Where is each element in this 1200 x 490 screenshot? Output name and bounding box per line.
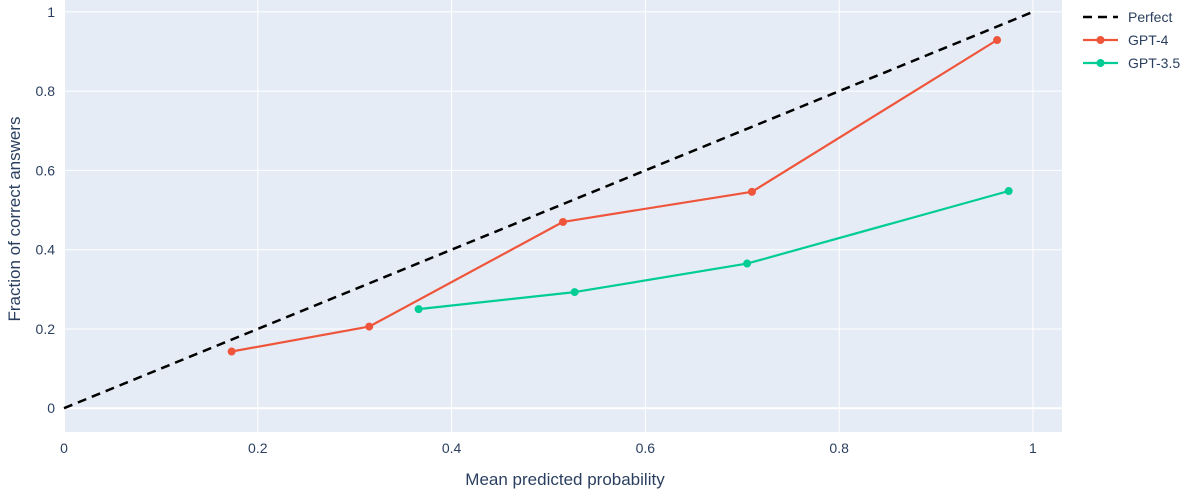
data-point-gpt-3-5 (743, 259, 752, 268)
y-tick-label: 0.6 (36, 162, 56, 178)
series-layer (63, 10, 1034, 410)
data-point-gpt-4 (559, 217, 567, 226)
y-axis-ticks: 0 0.2 0.4 0.6 0.8 1 (36, 4, 56, 416)
data-point-gpt-4 (227, 347, 236, 356)
x-tick-label: 0.4 (442, 440, 462, 456)
x-axis-ticks: 0 0.2 0.4 0.6 0.8 1 (60, 440, 1037, 456)
series-line-gpt-3-5 (418, 189, 1009, 311)
y-tick-label: 0.2 (36, 321, 56, 337)
y-tick-label: 0.4 (36, 242, 56, 258)
data-point-gpt-4 (993, 36, 1002, 45)
y-tick-label: 1 (47, 4, 55, 20)
series-line-perfect (63, 10, 1034, 410)
legend-label: GPT-3.5 (1128, 55, 1180, 71)
x-tick-label: 1 (1029, 440, 1037, 456)
data-point-gpt-3-5 (1004, 187, 1013, 196)
data-point-gpt-3-5 (414, 305, 423, 314)
series-perfect (63, 10, 1034, 410)
x-tick-label: 0.6 (636, 440, 656, 456)
legend-marker (1096, 59, 1105, 67)
y-tick-label: 0 (47, 400, 55, 416)
x-axis-title: Mean predicted probability (465, 470, 665, 489)
plot-background (64, 0, 1062, 432)
legend: Perfect GPT-4 GPT-3.5 (1083, 9, 1180, 71)
data-point-gpt-3-5 (570, 288, 579, 297)
y-axis-title: Fraction of correct answers (5, 116, 24, 321)
data-point-gpt-4 (365, 322, 374, 331)
series-gpt-3-5 (414, 187, 1013, 314)
series-gpt-4 (227, 36, 1002, 356)
legend-label: GPT-4 (1128, 32, 1169, 48)
data-point-gpt-4 (747, 187, 756, 196)
gridlines (63, 0, 1062, 432)
x-tick-label: 0 (60, 440, 68, 456)
legend-item-perfect[interactable]: Perfect (1083, 9, 1172, 25)
legend-item-gpt-3-5[interactable]: GPT-3.5 (1083, 55, 1180, 71)
legend-marker (1096, 36, 1105, 44)
legend-label: Perfect (1128, 9, 1172, 25)
x-tick-label: 0.2 (248, 440, 268, 456)
y-tick-label: 0.8 (36, 83, 56, 99)
legend-item-gpt-4[interactable]: GPT-4 (1083, 32, 1169, 48)
x-tick-label: 0.8 (829, 440, 849, 456)
